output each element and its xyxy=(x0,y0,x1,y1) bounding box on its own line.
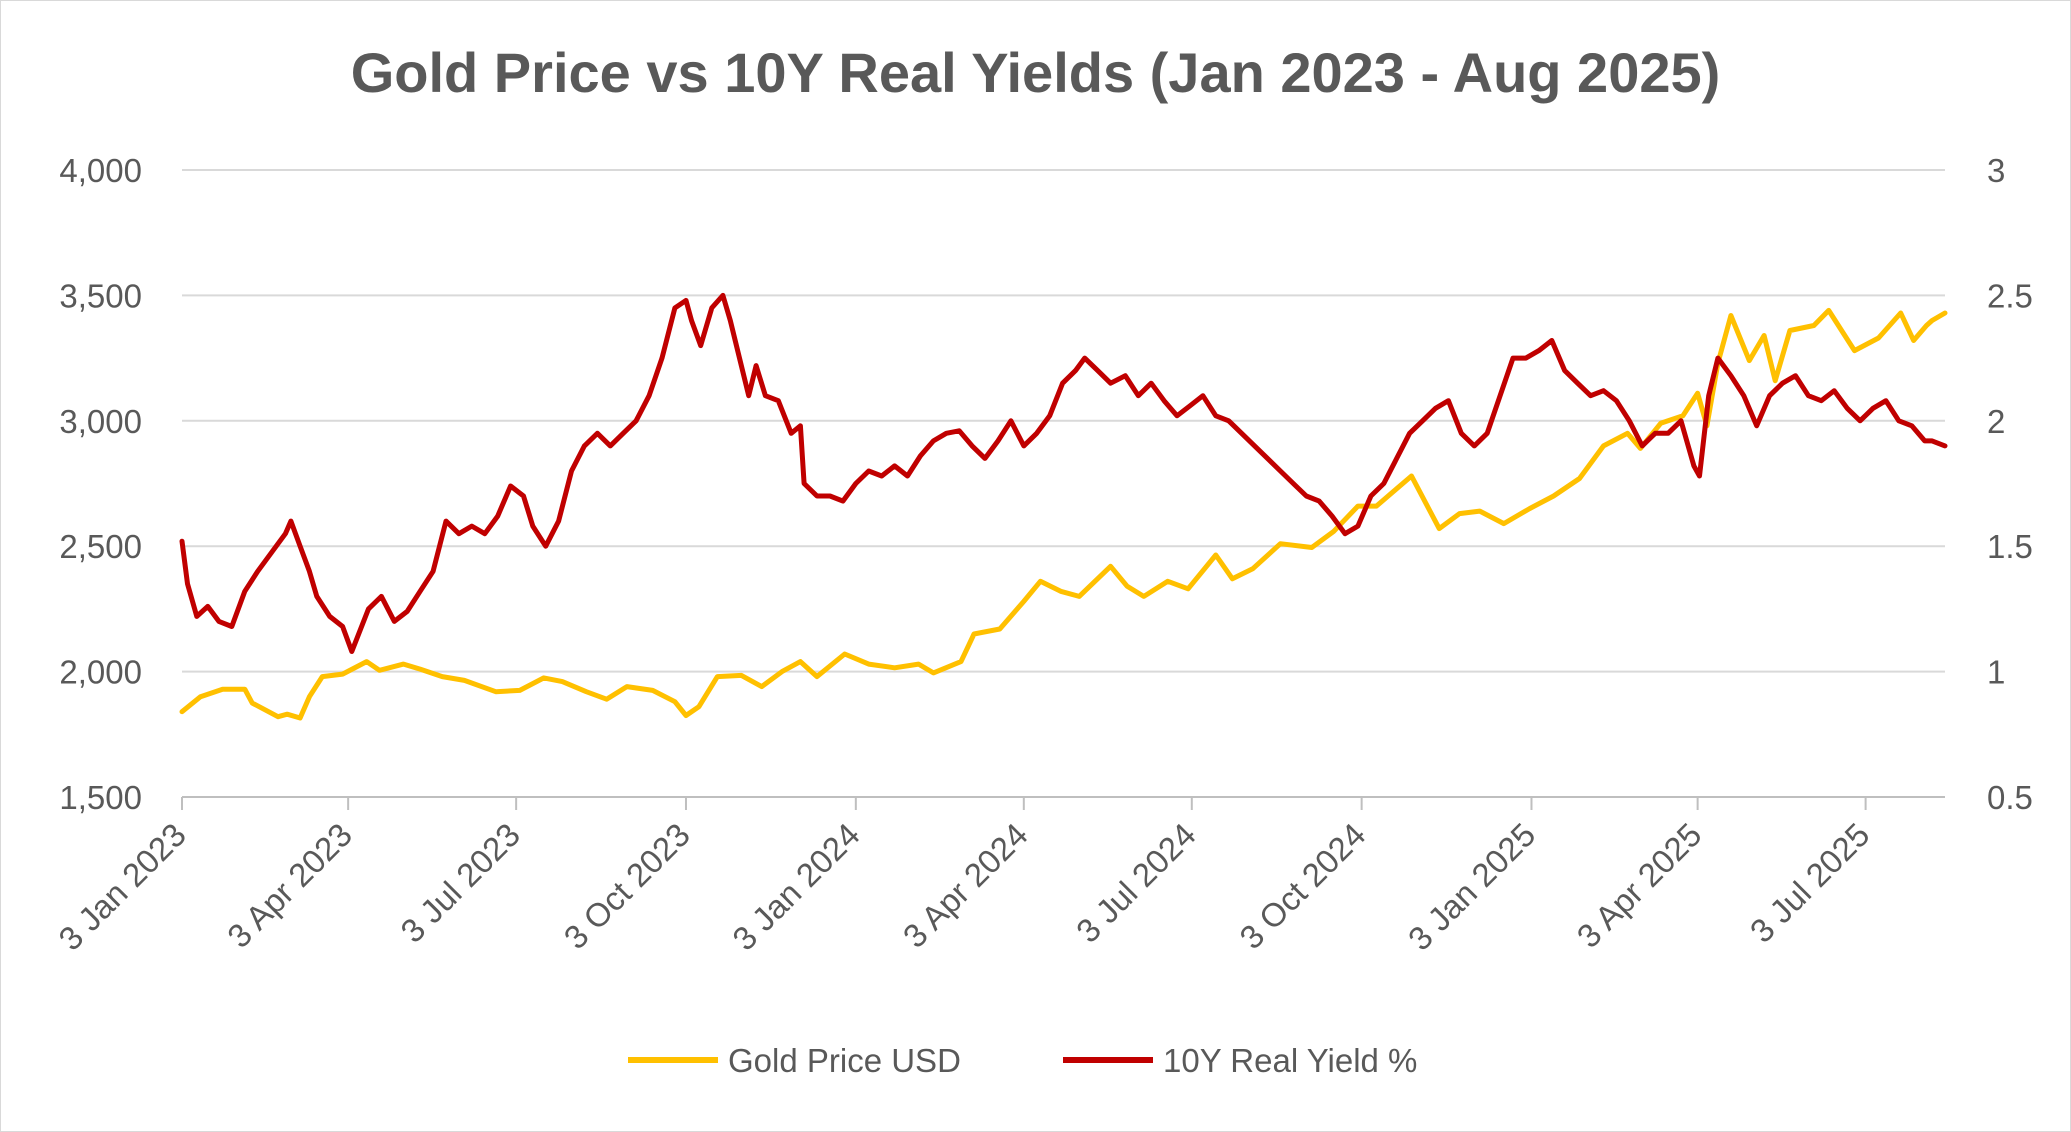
y-left-tick-label: 3,000 xyxy=(59,403,142,440)
y-left-tick-label: 3,500 xyxy=(59,277,142,314)
y-left-tick-label: 2,000 xyxy=(59,654,142,691)
y-left-tick-label: 1,500 xyxy=(59,779,142,816)
series-lines xyxy=(179,292,1948,721)
legend-label-yield: 10Y Real Yield % xyxy=(1163,1042,1417,1079)
legend-label-gold: Gold Price USD xyxy=(728,1042,961,1079)
x-tick-label: 3 Apr 2024 xyxy=(896,816,1035,955)
x-tick-label: 3 Jan 2023 xyxy=(51,816,193,958)
legend: Gold Price USD 10Y Real Yield % xyxy=(628,1042,1417,1079)
y-right-tick-label: 2 xyxy=(1987,403,2005,440)
gridlines xyxy=(182,169,1945,673)
y-right-tick-label: 3 xyxy=(1987,152,2005,189)
y-right-tick-label: 0.5 xyxy=(1987,779,2033,816)
x-tick-label: 3 Jul 2025 xyxy=(1743,816,1877,950)
x-tick-label: 3 Oct 2024 xyxy=(1232,816,1372,956)
y-left-tick-label: 4,000 xyxy=(59,152,142,189)
x-tick-label: 3 Jul 2024 xyxy=(1069,816,1203,950)
chart-title: Gold Price vs 10Y Real Yields (Jan 2023 … xyxy=(350,41,1721,104)
x-tick-label: 3 Apr 2023 xyxy=(220,816,359,955)
gold-price-line xyxy=(179,307,1948,721)
y-left-tick-label: 2,500 xyxy=(59,528,142,565)
x-tick-label: 3 Jan 2024 xyxy=(725,816,867,958)
y-right-tick-label: 1 xyxy=(1987,654,2005,691)
x-tick-label: 3 Jul 2023 xyxy=(393,816,527,950)
real-yield-line xyxy=(179,292,1948,654)
x-tick-label: 3 Apr 2025 xyxy=(1570,816,1709,955)
y-right-tick-label: 2.5 xyxy=(1987,277,2033,314)
x-tick-label: 3 Oct 2023 xyxy=(557,816,697,956)
y-right-tick-label: 1.5 xyxy=(1987,528,2033,565)
x-tick-label: 3 Jan 2025 xyxy=(1401,816,1543,958)
axes: 1,500 2,000 2,500 3,000 3,500 4,000 0.5 1 1.5 2 2.… xyxy=(51,152,2033,957)
